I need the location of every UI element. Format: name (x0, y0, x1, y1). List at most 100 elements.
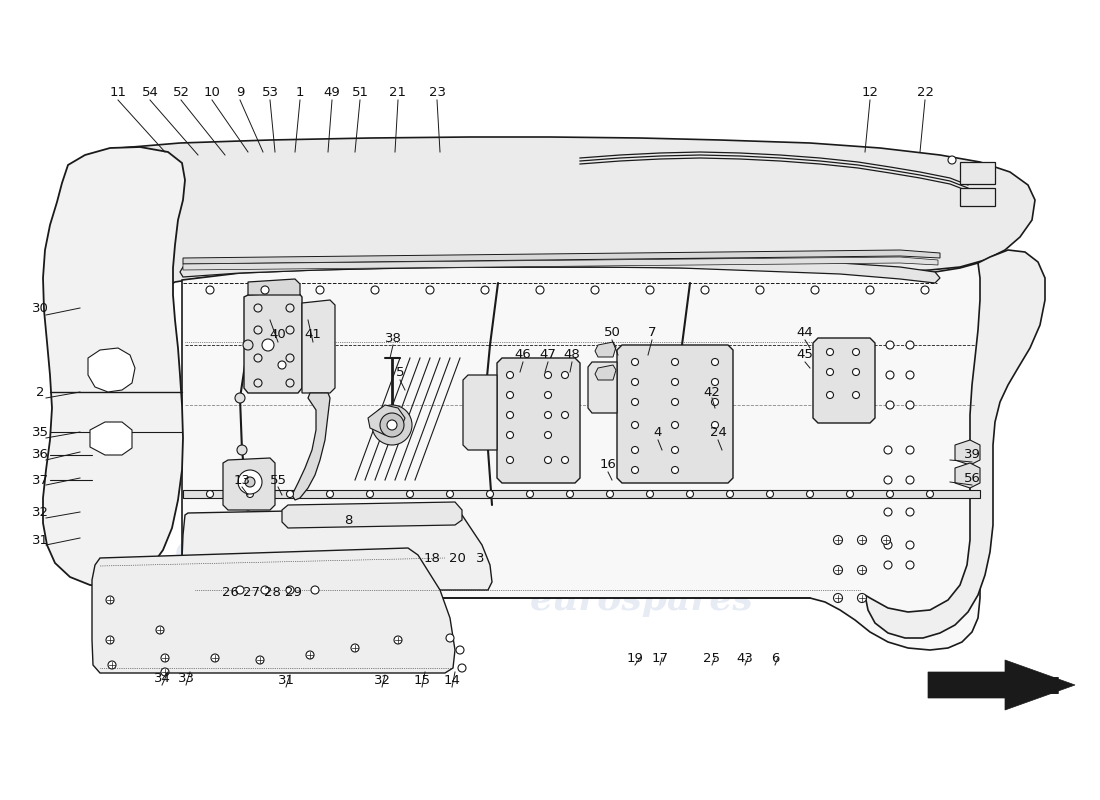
Circle shape (826, 391, 834, 398)
Circle shape (161, 654, 169, 662)
Circle shape (858, 535, 867, 545)
Text: 18: 18 (424, 551, 440, 565)
Circle shape (156, 626, 164, 634)
Circle shape (712, 358, 718, 366)
Circle shape (767, 490, 773, 498)
Circle shape (906, 341, 914, 349)
Polygon shape (463, 375, 497, 450)
Circle shape (852, 369, 859, 375)
Text: 32: 32 (32, 506, 48, 518)
Circle shape (806, 490, 814, 498)
Circle shape (852, 391, 859, 398)
Text: 47: 47 (540, 349, 557, 362)
Circle shape (948, 156, 956, 164)
Circle shape (726, 490, 734, 498)
Circle shape (834, 594, 843, 602)
Text: 24: 24 (710, 426, 726, 438)
Text: 12: 12 (861, 86, 879, 99)
Circle shape (671, 466, 679, 474)
Text: 44: 44 (796, 326, 813, 339)
Circle shape (278, 361, 286, 369)
Circle shape (884, 541, 892, 549)
Circle shape (261, 586, 270, 594)
Circle shape (486, 490, 494, 498)
Circle shape (481, 286, 490, 294)
Circle shape (206, 286, 214, 294)
Text: 23: 23 (429, 86, 446, 99)
Text: 20: 20 (449, 551, 465, 565)
Polygon shape (180, 257, 940, 283)
Circle shape (236, 586, 244, 594)
Text: 5: 5 (396, 366, 405, 379)
Text: 42: 42 (704, 386, 720, 398)
Circle shape (647, 490, 653, 498)
Text: 25: 25 (704, 651, 720, 665)
Circle shape (506, 431, 514, 438)
Circle shape (254, 354, 262, 362)
Polygon shape (955, 463, 980, 488)
Circle shape (506, 371, 514, 378)
Bar (960, 188, 996, 206)
Circle shape (906, 541, 914, 549)
Circle shape (387, 420, 397, 430)
Text: 52: 52 (173, 86, 189, 99)
Polygon shape (282, 502, 462, 528)
Circle shape (631, 446, 638, 454)
Text: 21: 21 (389, 86, 407, 99)
Circle shape (671, 358, 679, 366)
Text: 27: 27 (243, 586, 261, 599)
Text: 28: 28 (264, 586, 280, 599)
Circle shape (906, 476, 914, 484)
Text: 16: 16 (600, 458, 616, 471)
Polygon shape (244, 292, 303, 393)
Circle shape (906, 401, 914, 409)
Text: 22: 22 (916, 86, 934, 99)
Circle shape (811, 286, 819, 294)
Polygon shape (182, 263, 984, 650)
Text: 3: 3 (475, 551, 484, 565)
Text: 29: 29 (285, 586, 301, 599)
Text: 36: 36 (32, 449, 48, 462)
Polygon shape (588, 362, 617, 413)
Polygon shape (368, 405, 405, 435)
Circle shape (261, 286, 270, 294)
Circle shape (566, 490, 573, 498)
Circle shape (701, 286, 710, 294)
Circle shape (235, 393, 245, 403)
Circle shape (886, 341, 894, 349)
Circle shape (906, 561, 914, 569)
Text: 13: 13 (233, 474, 251, 486)
Circle shape (686, 490, 693, 498)
Circle shape (712, 422, 718, 429)
Circle shape (327, 490, 333, 498)
Text: 48: 48 (563, 349, 581, 362)
Text: eurospares: eurospares (175, 533, 398, 567)
Circle shape (884, 561, 892, 569)
Circle shape (371, 286, 380, 294)
Circle shape (631, 422, 638, 429)
Circle shape (591, 286, 600, 294)
Circle shape (671, 422, 679, 429)
Circle shape (394, 636, 402, 644)
Circle shape (834, 535, 843, 545)
Text: 15: 15 (414, 674, 430, 686)
Text: 35: 35 (32, 426, 48, 438)
Polygon shape (68, 137, 1035, 340)
Text: 8: 8 (344, 514, 352, 526)
Circle shape (506, 391, 514, 398)
Text: 40: 40 (270, 329, 286, 342)
Circle shape (906, 371, 914, 379)
Circle shape (631, 398, 638, 406)
Circle shape (886, 371, 894, 379)
Circle shape (458, 664, 466, 672)
Circle shape (606, 490, 614, 498)
Polygon shape (90, 422, 132, 455)
Text: 10: 10 (204, 86, 220, 99)
Polygon shape (302, 300, 336, 393)
Text: 46: 46 (515, 349, 531, 362)
Circle shape (286, 490, 294, 498)
Circle shape (108, 661, 115, 669)
Circle shape (671, 446, 679, 454)
Text: 45: 45 (796, 349, 813, 362)
Text: 54: 54 (142, 86, 158, 99)
